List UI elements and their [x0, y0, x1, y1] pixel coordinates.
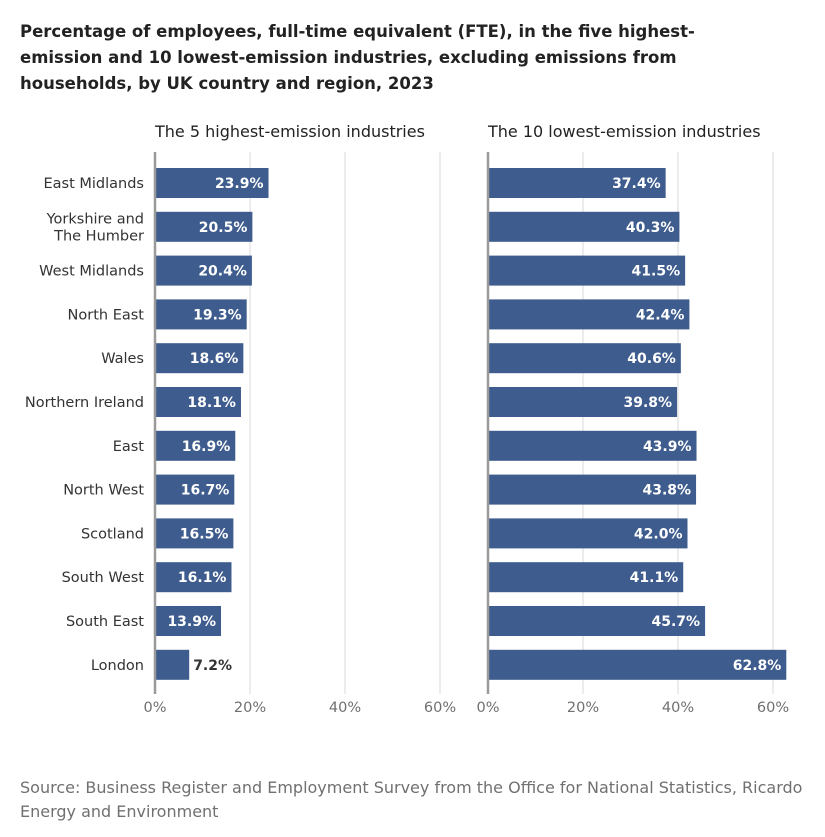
data-label: 7.2% — [193, 658, 232, 674]
x-tick-label: 0% — [143, 700, 166, 716]
data-label: 43.9% — [643, 439, 692, 455]
bar — [155, 474, 235, 505]
data-label: 41.5% — [632, 264, 681, 280]
category-label: Wales — [101, 351, 144, 367]
data-label: 45.7% — [651, 614, 700, 630]
data-label: 41.1% — [630, 570, 679, 586]
bar — [488, 299, 690, 330]
data-label: 23.9% — [215, 176, 264, 192]
x-tick-label: 40% — [662, 700, 694, 716]
category-label: Scotland — [81, 526, 144, 542]
bar — [155, 255, 252, 286]
bar — [155, 343, 244, 374]
data-label: 20.5% — [199, 220, 248, 236]
x-tick-label: 60% — [757, 700, 789, 716]
bar — [488, 606, 706, 636]
data-label: 16.7% — [181, 483, 230, 499]
bar — [488, 649, 787, 680]
bar — [488, 518, 688, 549]
bar — [488, 168, 666, 198]
category-label: North West — [63, 483, 144, 499]
source-note: Source: Business Register and Employment… — [20, 778, 803, 821]
data-label: 39.8% — [623, 395, 672, 411]
data-label: 16.1% — [178, 570, 227, 586]
data-label: 40.3% — [626, 220, 675, 236]
category-label: North East — [68, 307, 145, 323]
x-tick-label: 0% — [476, 700, 499, 716]
category-label: South East — [66, 614, 144, 630]
data-label: 42.0% — [634, 526, 683, 542]
bar — [155, 606, 222, 636]
bar — [488, 343, 681, 374]
data-label: 18.1% — [187, 395, 236, 411]
category-label: East — [113, 439, 145, 455]
data-label: 13.9% — [167, 614, 216, 630]
bar — [155, 211, 253, 242]
data-label: 16.9% — [182, 439, 231, 455]
bar — [488, 387, 678, 417]
data-label: 42.4% — [636, 307, 685, 323]
category-label: Yorkshire and — [46, 211, 144, 227]
bar — [155, 430, 236, 461]
bar — [155, 562, 232, 593]
data-label: 40.6% — [627, 351, 676, 367]
data-label: 62.8% — [733, 658, 782, 674]
bar — [155, 518, 234, 549]
x-tick-label: 60% — [424, 700, 456, 716]
data-label: 18.6% — [190, 351, 239, 367]
bar — [488, 562, 684, 593]
category-label: Northern Ireland — [25, 395, 144, 411]
data-label: 43.8% — [642, 483, 691, 499]
bar — [488, 211, 680, 242]
category-label: London — [91, 658, 144, 674]
data-label: 20.4% — [198, 264, 247, 280]
category-label: East Midlands — [43, 176, 144, 192]
panel-title: The 10 lowest-emission industries — [487, 122, 761, 141]
category-label: West Midlands — [39, 264, 144, 280]
data-label: 19.3% — [193, 307, 242, 323]
chart-title: Percentage of employees, full-time equiv… — [20, 22, 695, 93]
bar — [155, 649, 190, 680]
bar — [488, 255, 686, 286]
data-label: 37.4% — [612, 176, 661, 192]
x-tick-label: 40% — [329, 700, 361, 716]
panel-title: The 5 highest-emission industries — [154, 122, 425, 141]
category-label: The Humber — [53, 228, 144, 244]
x-tick-label: 20% — [567, 700, 599, 716]
x-tick-label: 20% — [234, 700, 266, 716]
bar — [155, 387, 241, 417]
bar — [488, 474, 697, 505]
bar — [488, 430, 697, 461]
bar — [155, 299, 247, 330]
data-label: 16.5% — [180, 526, 229, 542]
bar — [155, 168, 269, 198]
category-label: South West — [62, 570, 145, 586]
